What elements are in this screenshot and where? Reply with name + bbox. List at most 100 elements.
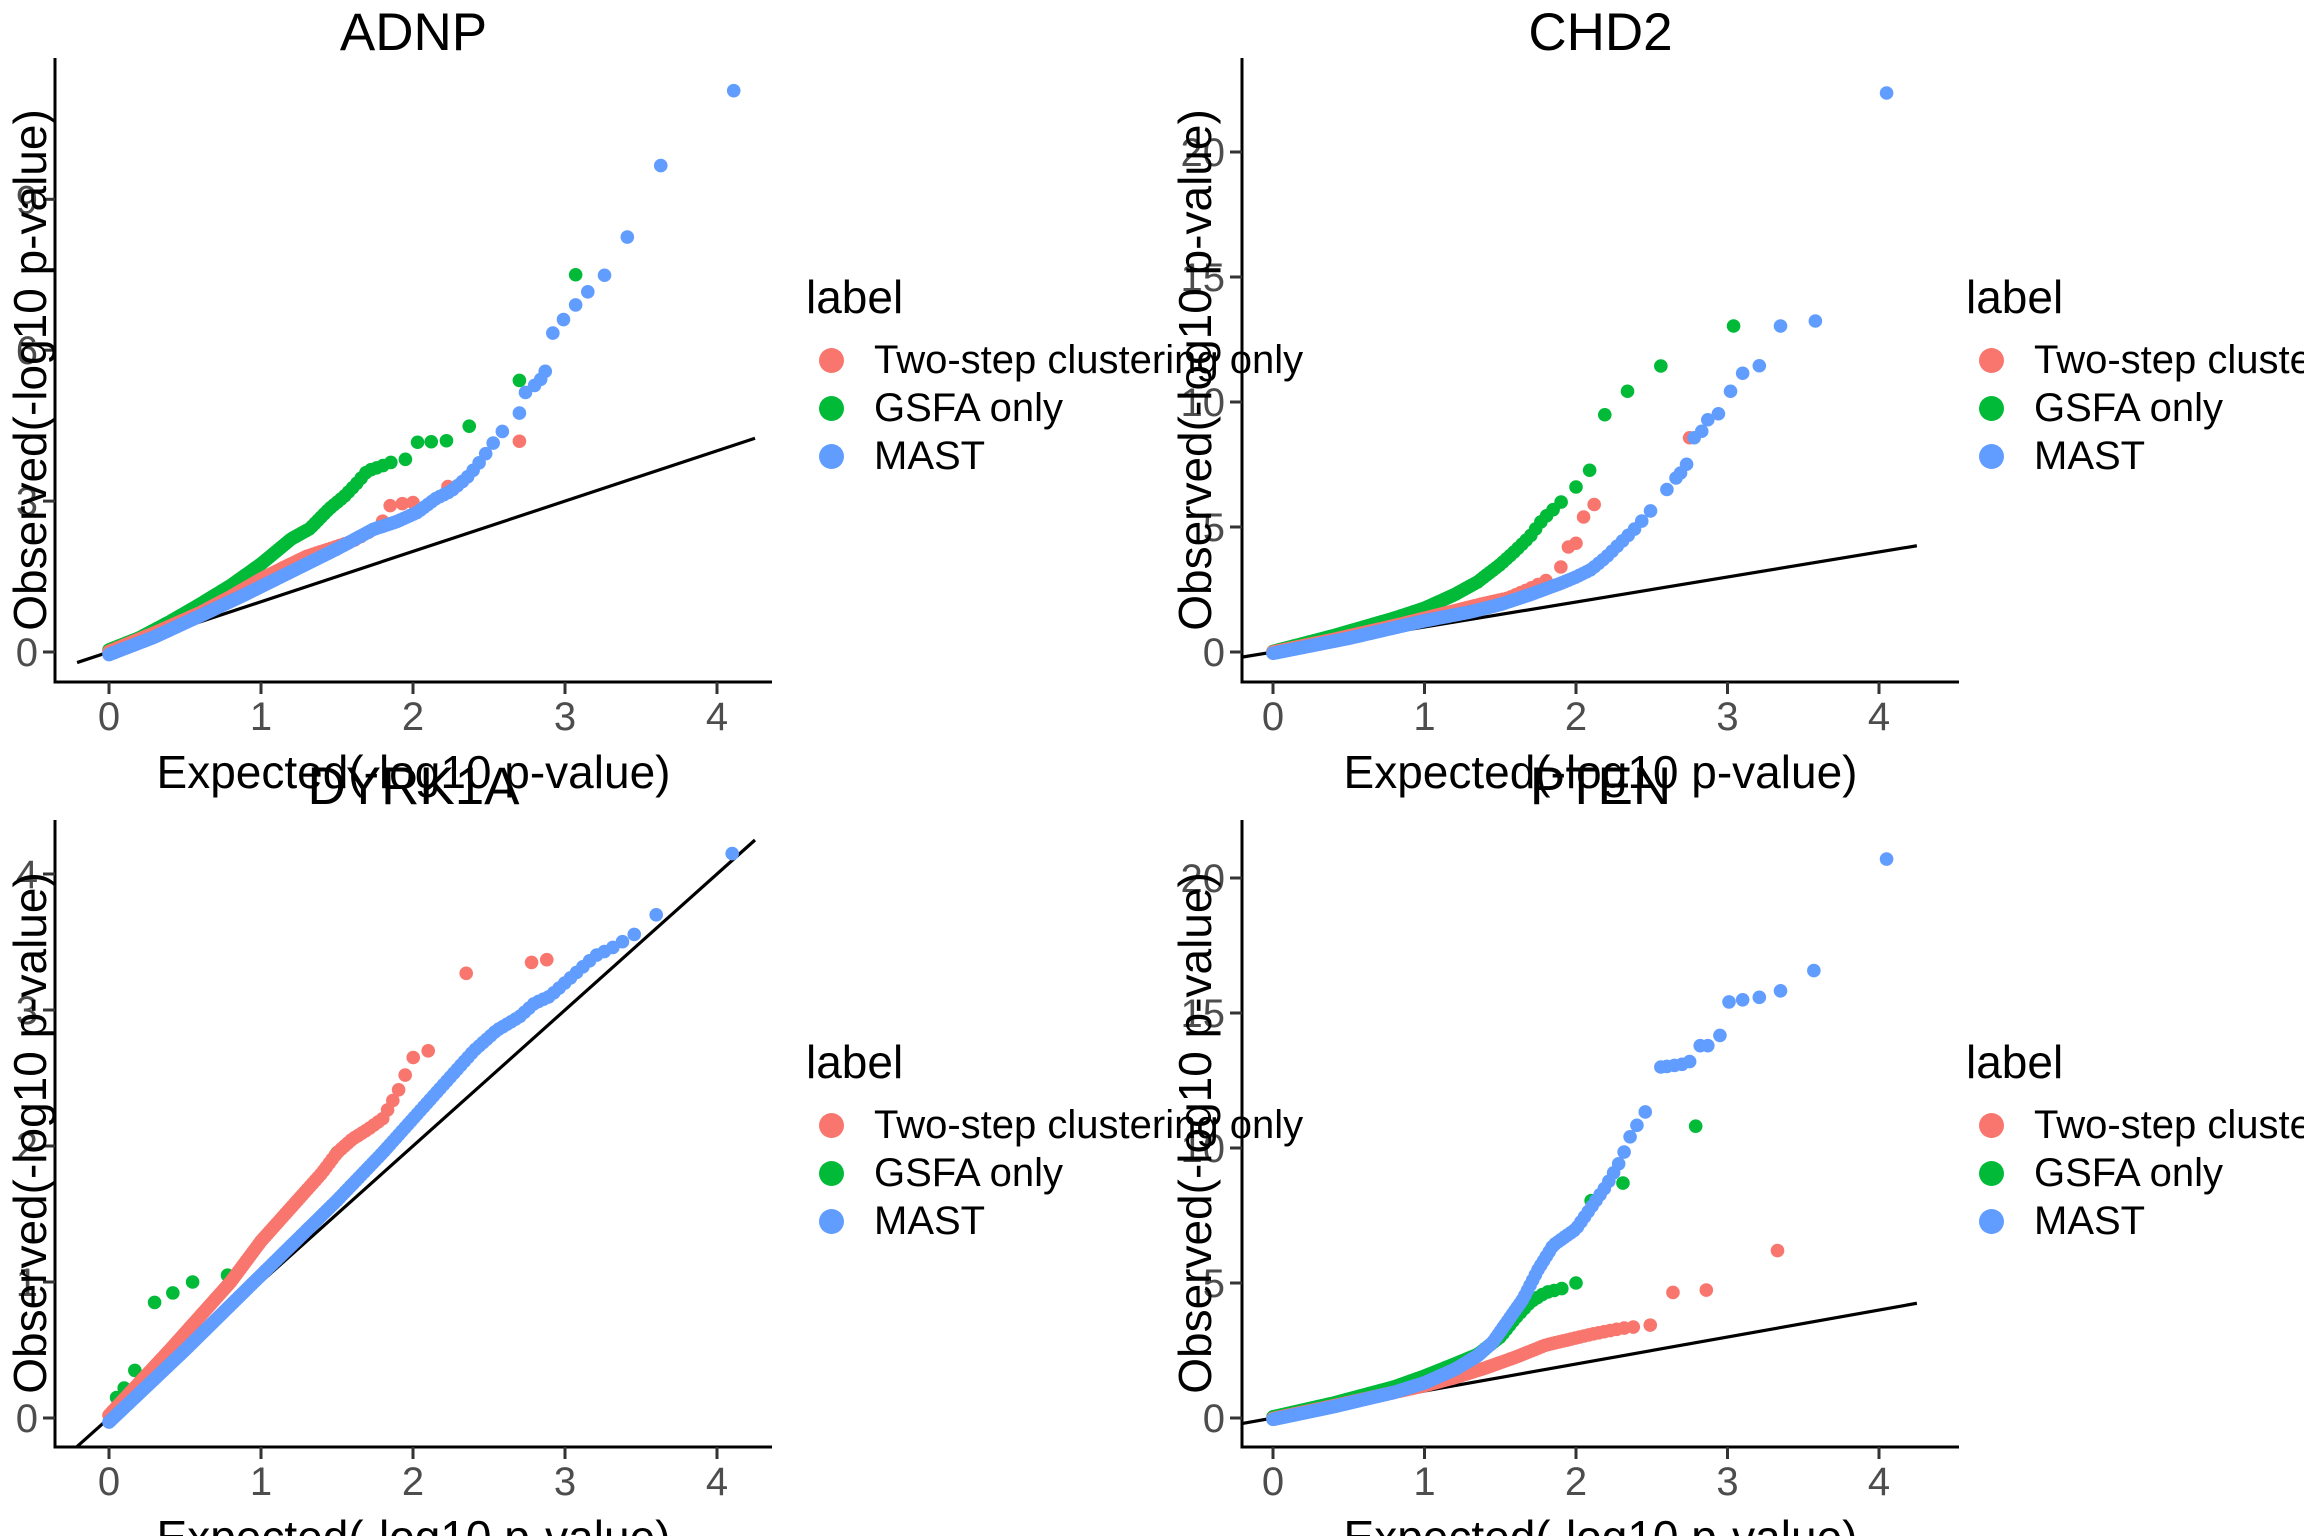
series-points-mast: [1266, 852, 1894, 1427]
legend-label: GSFA only: [874, 385, 1063, 430]
data-point: [383, 498, 398, 513]
qq-panel-PTEN: 0 1 2 3 4 0 5 10 15 20: [1181, 820, 1959, 1504]
legend-item-two-step: Two-step clustering only: [1966, 336, 2304, 384]
data-point: [495, 424, 510, 439]
x-tick-label: 2: [402, 695, 424, 739]
gsfa-swatch-icon: [1979, 395, 2004, 421]
legend-title: label: [1966, 1036, 2064, 1088]
x-tick-label: 1: [1413, 695, 1435, 739]
legend-item-two-step: Two-step clustering only: [1966, 1101, 2304, 1149]
y-axis-title-top-left: Observed(-log10 p-value): [4, 109, 56, 631]
data-point: [568, 267, 583, 282]
legend-label: MAST: [2034, 1198, 2146, 1243]
data-point: [620, 230, 635, 244]
data-point: [398, 1068, 412, 1082]
legend-label: GSFA only: [2034, 1150, 2223, 1195]
data-point: [147, 1295, 162, 1310]
data-point: [102, 647, 116, 662]
y-tick-label: 0: [16, 1397, 38, 1441]
legend-item-two-step: Two-step clustering only: [806, 1101, 1303, 1149]
legend-item-mast: MAST: [806, 1197, 1303, 1245]
data-point: [1752, 990, 1767, 1005]
y-tick-label: 9: [16, 178, 38, 222]
data-point: [512, 406, 527, 420]
data-point: [512, 434, 527, 449]
y-tick-label: 20: [1181, 857, 1226, 901]
legend-item-gsfa: GSFA only: [1966, 384, 2304, 432]
two-step-clustering-swatch-icon: [819, 347, 844, 373]
data-point: [1773, 984, 1788, 998]
series-points-two-step-clustering-only: [102, 952, 554, 1423]
two-step-clustering-swatch-icon: [1979, 1112, 2004, 1138]
x-tick-label: 2: [402, 1460, 424, 1504]
legend-title: label: [806, 271, 904, 323]
x-tick-label: 1: [1413, 1460, 1435, 1504]
data-point: [1726, 319, 1741, 333]
data-point: [1616, 1176, 1630, 1190]
two-step-clustering-swatch-icon: [1979, 347, 2004, 373]
data-point: [581, 285, 595, 299]
data-point: [1679, 457, 1694, 472]
x-tick-label: 1: [250, 695, 272, 739]
data-point: [1699, 1283, 1714, 1297]
data-point: [556, 312, 571, 327]
x-tick-label: 3: [554, 1460, 576, 1504]
qq-panel-DYRK1A: 0 1 2 3 4 0 1 2 3 4: [16, 820, 772, 1504]
x-tick-label: 3: [554, 695, 576, 739]
data-point: [439, 433, 454, 448]
x-tick-label: 0: [98, 1460, 120, 1504]
data-point: [185, 1275, 200, 1289]
data-point: [1576, 510, 1591, 524]
data-point: [1569, 536, 1583, 551]
x-tick-label: 0: [1262, 695, 1284, 739]
data-point: [1666, 1285, 1680, 1300]
x-axis-title-bottom-right: Expected(-log10 p-value): [1242, 1512, 1959, 1536]
y-tick-label: 0: [1203, 1397, 1225, 1441]
mast-swatch-icon: [819, 1208, 844, 1234]
data-point: [1723, 384, 1738, 399]
qq-panel-CHD2: 0 1 2 3 4 0 5 10 15 20: [1181, 58, 1959, 739]
legend-label: MAST: [874, 1198, 986, 1243]
data-point: [1879, 852, 1894, 866]
y-tick-label: 15: [1181, 992, 1226, 1036]
x-tick-label: 4: [1868, 695, 1890, 739]
qq-panel-ADNP: 0 1 2 3 4 0 3 6 9: [16, 58, 772, 739]
data-point: [1713, 1028, 1727, 1043]
data-point: [1660, 482, 1674, 497]
y-tick-label: 3: [16, 480, 38, 524]
panel-title-top-right: CHD2: [1528, 3, 1673, 62]
y-tick-label: 10: [1181, 1127, 1226, 1171]
data-point: [1654, 359, 1668, 373]
data-point: [1569, 480, 1583, 494]
panel-title-bottom-right: PTEN: [1529, 757, 1672, 816]
legend-label: GSFA only: [2034, 385, 2223, 430]
data-point: [1711, 406, 1726, 421]
y-tick-label: 5: [1203, 1262, 1225, 1306]
y-tick-label: 10: [1181, 381, 1226, 425]
legend-label: GSFA only: [874, 1150, 1063, 1195]
x-tick-label: 2: [1565, 1460, 1587, 1504]
data-point: [486, 436, 500, 450]
x-tick-label: 4: [1868, 1460, 1890, 1504]
legend-top-left: label Two-step clustering only GSFA only…: [806, 270, 1303, 480]
data-point: [568, 298, 583, 312]
data-point: [1266, 646, 1280, 661]
data-point: [1643, 1318, 1658, 1332]
data-point: [462, 419, 477, 433]
data-point: [395, 496, 410, 511]
x-tick-label: 4: [706, 1460, 728, 1504]
data-point: [1735, 992, 1750, 1007]
legend-label: MAST: [874, 433, 986, 478]
data-point: [1773, 319, 1788, 333]
legend-label: Two-step clustering only: [874, 1102, 1304, 1147]
x-tick-label: 0: [1262, 1460, 1284, 1504]
data-point: [627, 927, 642, 942]
series-points-mast: [102, 83, 741, 662]
data-point: [1554, 560, 1568, 574]
data-point: [1807, 963, 1821, 978]
legend-label: Two-step clustering only: [2034, 1102, 2304, 1147]
x-axis-title-top-left: Expected(-log10 p-value): [156, 746, 671, 798]
y-tick-label: 0: [16, 631, 38, 675]
data-point: [653, 158, 668, 173]
